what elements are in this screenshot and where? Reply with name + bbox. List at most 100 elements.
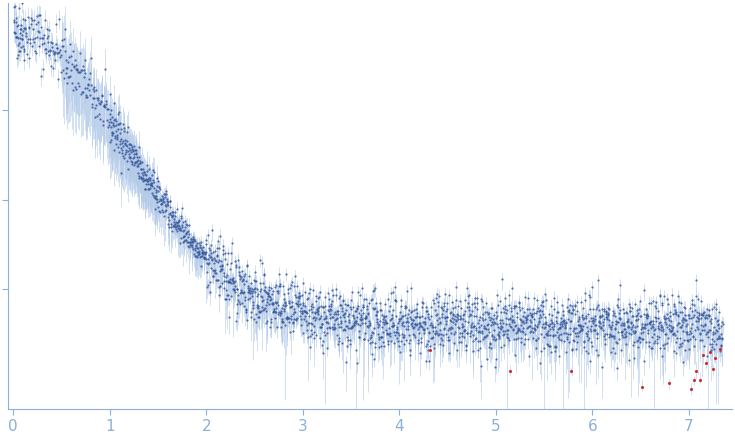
Point [135, 166, 147, 173]
Point [373, 324, 384, 331]
Point [623, 329, 634, 336]
Point [444, 324, 456, 331]
Point [634, 312, 646, 319]
Point [651, 339, 663, 346]
Point [77, 88, 89, 95]
Point [89, 95, 101, 102]
Point [499, 295, 511, 302]
Point [672, 312, 684, 319]
Point [682, 337, 694, 344]
Point [451, 310, 463, 317]
Point [649, 313, 661, 320]
Point [589, 326, 600, 333]
Point [173, 222, 184, 229]
Point [662, 315, 674, 322]
Point [326, 297, 338, 304]
Point [224, 276, 236, 283]
Point [706, 343, 718, 350]
Point [565, 310, 577, 317]
Point [218, 277, 229, 284]
Point [301, 326, 312, 333]
Point [376, 323, 387, 330]
Point [182, 227, 194, 234]
Point [376, 306, 387, 313]
Point [237, 289, 249, 296]
Point [111, 132, 123, 139]
Point [133, 175, 145, 182]
Point [684, 304, 695, 311]
Point [606, 312, 618, 319]
Point [74, 82, 85, 89]
Point [60, 56, 72, 63]
Point [46, 39, 57, 46]
Point [646, 323, 658, 329]
Point [355, 312, 367, 319]
Point [222, 278, 234, 285]
Point [711, 327, 723, 334]
Point [715, 330, 727, 337]
Point [242, 289, 254, 296]
Point [690, 277, 702, 284]
Point [119, 151, 131, 158]
Point [383, 307, 395, 314]
Point [137, 175, 149, 182]
Point [589, 305, 601, 312]
Point [260, 308, 272, 315]
Point [465, 333, 476, 340]
Point [298, 302, 309, 309]
Point [666, 291, 678, 298]
Point [426, 304, 437, 311]
Point [403, 310, 415, 317]
Point [703, 312, 715, 319]
Point [412, 325, 424, 332]
Point [398, 341, 409, 348]
Point [444, 317, 456, 324]
Point [132, 170, 144, 177]
Point [137, 172, 148, 179]
Point [175, 213, 187, 220]
Point [43, 27, 55, 34]
Point [573, 333, 584, 340]
Point [268, 307, 280, 314]
Point [184, 231, 196, 238]
Point [157, 194, 169, 201]
Point [327, 313, 339, 320]
Point [405, 285, 417, 292]
Point [303, 289, 315, 296]
Point [665, 322, 677, 329]
Point [510, 322, 522, 329]
Point [137, 177, 149, 184]
Point [450, 317, 462, 324]
Point [654, 344, 666, 351]
Point [425, 319, 437, 326]
Point [252, 304, 264, 311]
Point [422, 338, 434, 345]
Point [674, 324, 686, 331]
Point [211, 252, 223, 259]
Point [276, 317, 287, 324]
Point [253, 307, 265, 314]
Point [651, 336, 663, 343]
Point [235, 288, 247, 295]
Point [595, 320, 606, 327]
Point [379, 318, 391, 325]
Point [578, 344, 589, 351]
Point [351, 304, 363, 311]
Point [165, 212, 177, 218]
Point [196, 253, 207, 260]
Point [573, 315, 584, 322]
Point [361, 305, 373, 312]
Point [315, 312, 326, 319]
Point [89, 105, 101, 112]
Point [329, 309, 340, 316]
Point [132, 162, 143, 169]
Point [486, 305, 498, 312]
Point [306, 321, 318, 328]
Point [614, 306, 625, 313]
Point [243, 282, 254, 289]
Point [160, 191, 172, 198]
Point [16, 31, 28, 38]
Point [617, 321, 629, 328]
Point [414, 322, 426, 329]
Point [193, 248, 205, 255]
